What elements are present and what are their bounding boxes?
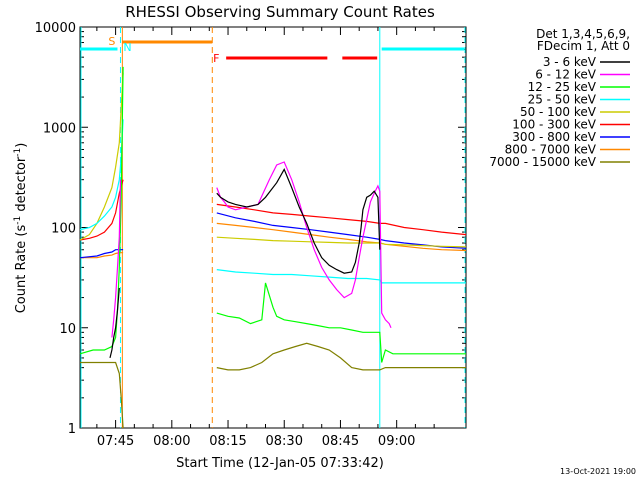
legend-label-9: 7000 - 15000 keV xyxy=(489,155,596,169)
x-tick-label: 08:30 xyxy=(266,434,303,449)
y-axis-label-mid: detector xyxy=(14,156,29,216)
series-line-2-post xyxy=(216,161,392,329)
series-line-7-post xyxy=(216,212,467,249)
series-line-1-pre xyxy=(109,287,120,359)
legend-header-2: FDecim 1, Att 0 xyxy=(537,39,630,53)
series-line-5-pre xyxy=(79,72,124,241)
y-axis-label-end: ) xyxy=(14,143,29,148)
x-axis-label: Start Time (12-Jan-05 07:33:42) xyxy=(176,456,384,471)
series-line-5-post xyxy=(216,236,467,248)
legend-label-3: 12 - 25 keV xyxy=(528,80,597,94)
series-line-3-pre xyxy=(79,66,124,355)
y-axis-label: Count Rate (s-1 detector-1) xyxy=(13,143,29,314)
series-line-4-pre xyxy=(79,119,124,231)
legend-label-5: 50 - 100 keV xyxy=(520,105,597,119)
x-tick-label: 08:15 xyxy=(209,434,246,449)
series-line-9-pre xyxy=(80,361,124,429)
y-tick-label: 10000 xyxy=(35,21,76,36)
legend-header-1: Det 1,3,4,5,6,9, xyxy=(536,27,630,41)
y-axis-label-sup1: -1 xyxy=(13,216,23,225)
series-line-6-pre xyxy=(79,179,124,241)
series-line-1-post xyxy=(216,168,381,274)
series-line-9-post xyxy=(216,342,466,371)
legend-label-6: 100 - 300 keV xyxy=(512,118,596,132)
y-tick-label: 100 xyxy=(51,222,76,237)
y-tick-label: 1000 xyxy=(43,121,76,136)
y-axis-label-main: Count Rate (s xyxy=(14,225,29,314)
legend-label-8: 800 - 7000 keV xyxy=(505,143,597,157)
series-line-4-post xyxy=(216,269,466,284)
y-axis-label-sup2: -1 xyxy=(13,148,23,157)
y-tick-label: 10 xyxy=(59,322,76,337)
render-timestamp: 13-Oct-2021 19:00 xyxy=(560,467,636,476)
legend-label-2: 6 - 12 keV xyxy=(535,68,597,82)
series-line-2-pre xyxy=(111,179,122,338)
series-line-3-post xyxy=(216,282,466,363)
legend-label-4: 25 - 50 keV xyxy=(528,93,597,107)
legend-label-1: 3 - 6 keV xyxy=(543,55,597,69)
night-label: N xyxy=(123,41,131,54)
legend: Det 1,3,4,5,6,9, FDecim 1, Att 0 3 - 6 k… xyxy=(489,27,630,169)
x-tick-label: 08:00 xyxy=(153,434,190,449)
x-tick-label: 08:45 xyxy=(322,434,359,449)
flare-label: F xyxy=(213,52,219,65)
x-tick-label: 07:45 xyxy=(97,434,134,449)
plot-area: 1 10 100 1000 10000 07:45 08:00 08:15 08:30 08:45… xyxy=(35,21,467,449)
x-tick-label: 09:00 xyxy=(378,434,415,449)
series-line-6-post xyxy=(216,203,467,236)
legend-label-7: 300 - 800 keV xyxy=(512,130,596,144)
series-line-8-post xyxy=(216,222,467,252)
saa-label: S xyxy=(108,35,115,48)
chart-title: RHESSI Observing Summary Count Rates xyxy=(125,3,435,21)
y-tick-label: 1 xyxy=(68,422,76,437)
